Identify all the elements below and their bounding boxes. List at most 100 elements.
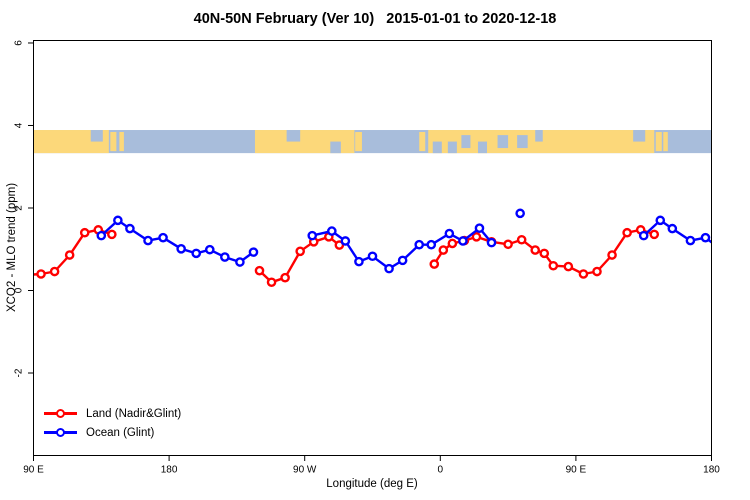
data-point (515, 208, 525, 219)
data-point (592, 266, 602, 277)
data-point (486, 237, 497, 248)
y-tick-label: 2 (14, 205, 25, 211)
data-point (79, 227, 90, 238)
data-point (143, 235, 153, 246)
data-point (96, 230, 107, 241)
map-band-island (655, 132, 662, 152)
data-point (516, 234, 527, 245)
data-point (414, 239, 425, 250)
data-point (220, 252, 230, 262)
data-point (158, 232, 168, 243)
data-point (64, 250, 75, 260)
map-band-land (254, 130, 355, 154)
plot-border (33, 40, 712, 456)
data-point (340, 236, 351, 246)
data-point (530, 245, 541, 255)
legend-item-land: Land (Nadir&Glint) (44, 404, 181, 423)
data-point (471, 232, 482, 242)
data-point (176, 244, 186, 254)
x-tick-label: 180 (703, 465, 720, 476)
legend-label-ocean: Ocean (Glint) (86, 426, 155, 439)
data-point (307, 230, 318, 241)
data-point (354, 256, 364, 267)
map-band-island (110, 132, 117, 152)
chart-title: 40N-50N February (Ver 10) 2015-01-01 to … (193, 11, 557, 27)
land-series-swatch (44, 407, 77, 420)
data-point (295, 246, 305, 257)
data-point (622, 227, 632, 238)
data-point (266, 277, 277, 288)
data-point (33, 273, 34, 277)
y-tick-label: 6 (13, 40, 24, 46)
data-point (667, 223, 678, 234)
data-point (426, 239, 437, 250)
y-tick-label: 0 (14, 287, 25, 293)
series-line (258, 235, 341, 284)
map-band-inlet (461, 135, 471, 149)
map-band-inlet (447, 141, 457, 154)
data-point (563, 261, 574, 272)
x-tick-label: 180 (161, 465, 178, 476)
data-point (700, 232, 711, 243)
x-tick-label: 90 W (293, 465, 317, 476)
x-tick-label: 0 (438, 465, 444, 476)
land-circle-icon (56, 408, 65, 418)
x-tick-label: 90 E (566, 465, 587, 476)
data-point (49, 266, 60, 277)
map-band-island (419, 132, 426, 152)
data-point (474, 223, 485, 233)
map-band-island (355, 132, 362, 152)
map-band-inlet (477, 141, 488, 154)
y-axis-label: XCO2 - MLO trend (ppm) (6, 182, 18, 313)
data-point (235, 257, 245, 267)
data-point (447, 238, 458, 249)
legend-label-land: Land (Nadir&Glint) (86, 407, 182, 420)
data-point (191, 248, 202, 259)
data-point (717, 246, 724, 253)
legend: Land (Nadir&Glint) Ocean (Glint) (44, 404, 181, 442)
ocean-circle-icon (56, 427, 65, 437)
data-point (107, 229, 117, 240)
data-point (458, 236, 468, 246)
data-point (397, 255, 408, 266)
data-point (125, 223, 135, 234)
data-point (204, 244, 215, 255)
data-point (638, 230, 649, 241)
ocean-series-swatch (44, 426, 77, 439)
map-band-land (33, 130, 109, 154)
map-band-inlet (330, 141, 341, 154)
y-tick-label: -2 (14, 368, 25, 377)
map-band-inlet (517, 135, 528, 149)
map-band-island (119, 132, 124, 152)
data-point (655, 215, 666, 226)
data-point (685, 235, 696, 246)
legend-item-ocean: Ocean (Glint) (44, 423, 181, 442)
data-point (438, 245, 449, 255)
data-point (248, 247, 259, 257)
map-band-inlet (432, 141, 442, 154)
data-point (649, 229, 660, 240)
data-point (327, 226, 337, 236)
data-point (113, 215, 123, 226)
data-point (607, 250, 617, 260)
data-point (503, 239, 513, 250)
data-point (429, 259, 440, 269)
y-tick-label: 4 (14, 122, 25, 128)
x-tick-label: 90 E (23, 465, 44, 476)
map-band-inlet (286, 130, 301, 142)
map-band-inlet (90, 130, 103, 142)
map-band-inlet (535, 130, 543, 142)
data-point (548, 260, 559, 271)
data-point (578, 269, 589, 279)
map-band-inlet (633, 130, 646, 142)
data-point (539, 248, 550, 259)
data-point (36, 269, 46, 279)
data-point (367, 251, 378, 262)
map-band-inlet (497, 135, 509, 149)
series-line (100, 219, 255, 264)
data-point (444, 228, 455, 239)
data-point (280, 272, 290, 283)
x-axis-label: Longitude (deg E) (326, 478, 418, 490)
